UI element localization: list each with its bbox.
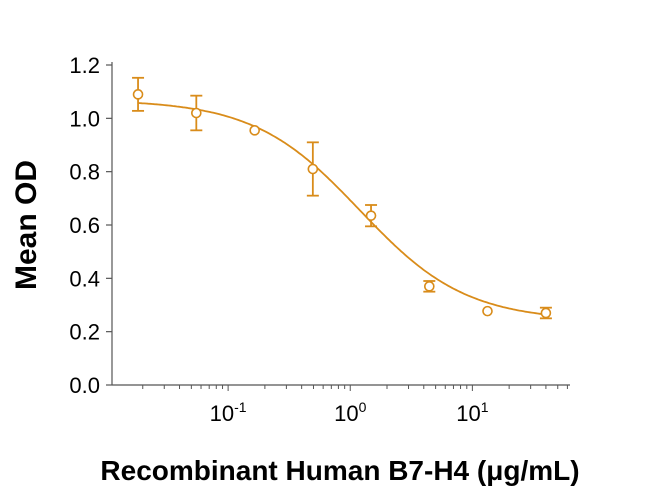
y-tick-label: 0.2 — [69, 320, 100, 345]
data-point — [132, 89, 144, 100]
data-point — [307, 163, 319, 175]
x-axis-label: Recombinant Human B7-H4 (μg/mL) — [100, 455, 579, 486]
y-tick-label: 0.4 — [69, 266, 100, 291]
y-tick-label: 1.0 — [69, 106, 100, 131]
data-point — [482, 305, 493, 317]
x-tick-label: 101 — [456, 399, 488, 426]
y-axis-label: Mean OD — [10, 160, 43, 290]
y-tick-label: 0.0 — [69, 373, 100, 398]
data-point — [365, 210, 377, 221]
x-tick-label: 100 — [334, 399, 366, 426]
data-point — [191, 107, 202, 119]
fit-curve — [137, 102, 547, 316]
y-tick-label: 0.6 — [69, 213, 100, 238]
data-point — [249, 125, 260, 136]
y-tick-label: 1.2 — [69, 53, 100, 78]
x-tick-label: 10-1 — [210, 399, 247, 426]
y-tick-label: 0.8 — [69, 160, 100, 185]
data-point — [540, 307, 552, 319]
data-point — [424, 281, 435, 292]
